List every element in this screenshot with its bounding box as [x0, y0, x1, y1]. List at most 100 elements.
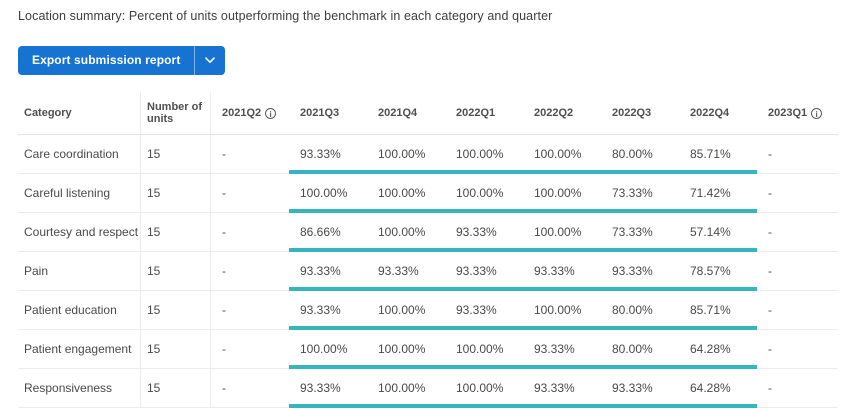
column-header-label: 2022Q1 — [456, 107, 496, 119]
export-button-group: Export submission report — [18, 46, 226, 75]
table-body: Care coordination 15-93.33% 100.00% 100.00%… — [18, 135, 838, 408]
value-cell-2022q3: 80.00% — [601, 291, 679, 330]
table-row-responsiveness: Responsiveness 15-93.33% 100.00% 100.00% 93.… — [18, 369, 838, 408]
value-cell-2021q2: - — [211, 174, 289, 213]
value-cell-2021q3: 93.33% — [289, 135, 367, 174]
value-cell-2021q2: - — [211, 252, 289, 291]
value-cell-2022q3: 73.33% — [601, 174, 679, 213]
value-cell-2021q2: - — [211, 291, 289, 330]
category-cell: Patient education — [18, 291, 141, 330]
value-cell-2022q2: 93.33% — [523, 369, 601, 408]
value-cell-2022q3: 80.00% — [601, 330, 679, 369]
units-cell: 15 — [141, 174, 211, 213]
value-cell-2021q3: 93.33% — [289, 252, 367, 291]
column-header-label: 2022Q3 — [612, 107, 652, 119]
value-cell-2022q2: 93.33% — [523, 252, 601, 291]
value-cell-2021q2: - — [211, 369, 289, 408]
value-cell-2021q4: 93.33% — [367, 252, 445, 291]
value-cell-2023q1: - — [757, 174, 838, 213]
info-icon[interactable]: i — [265, 108, 277, 119]
units-cell: 15 — [141, 252, 211, 291]
info-icon[interactable]: i — [811, 108, 823, 119]
units-cell: 15 — [141, 330, 211, 369]
value-cell-2022q4: 71.42% — [679, 174, 757, 213]
value-cell-2023q1: - — [757, 291, 838, 330]
value-cell-2021q4: 100.00% — [367, 369, 445, 408]
column-header-2022q3: 2022Q3 — [601, 92, 679, 135]
column-header-label: 2021Q2 — [222, 107, 262, 119]
column-header-2021q2: 2021Q2 i — [211, 92, 289, 135]
table-header-row: Category Number of units 2021Q2 i 2021Q3 2021… — [18, 92, 838, 135]
value-cell-2022q2: 100.00% — [523, 135, 601, 174]
units-cell: 15 — [141, 213, 211, 252]
value-cell-2021q4: 100.00% — [367, 135, 445, 174]
column-header-label: 2023Q1 — [768, 107, 808, 119]
category-cell: Responsiveness — [18, 369, 141, 408]
column-header-number-of-units: Number of units — [141, 92, 211, 135]
value-cell-2022q1: 100.00% — [445, 330, 523, 369]
category-cell: Pain — [18, 252, 141, 291]
value-cell-2022q4: 57.14% — [679, 213, 757, 252]
value-cell-2022q4: 64.28% — [679, 330, 757, 369]
column-header-label: Category — [24, 107, 72, 119]
value-cell-2022q4: 64.28% — [679, 369, 757, 408]
value-cell-2023q1: - — [757, 213, 838, 252]
value-cell-2022q2: 100.00% — [523, 174, 601, 213]
value-cell-2021q2: - — [211, 135, 289, 174]
value-cell-2023q1: - — [757, 330, 838, 369]
column-header-label: Number of units — [147, 101, 202, 125]
value-cell-2022q3: 93.33% — [601, 252, 679, 291]
chevron-down-icon — [205, 53, 216, 67]
units-cell: 15 — [141, 369, 211, 408]
value-cell-2021q3: 100.00% — [289, 174, 367, 213]
value-cell-2022q3: 80.00% — [601, 135, 679, 174]
column-header-label: 2022Q2 — [534, 107, 574, 119]
value-cell-2021q3: 93.33% — [289, 369, 367, 408]
export-dropdown-button[interactable] — [194, 46, 226, 75]
value-cell-2021q3: 86.66% — [289, 213, 367, 252]
value-cell-2021q2: - — [211, 213, 289, 252]
value-cell-2022q4: 85.71% — [679, 135, 757, 174]
page-title: Location summary: Percent of units outpe… — [18, 9, 553, 23]
value-cell-2022q2: 100.00% — [523, 213, 601, 252]
column-header-label: 2021Q3 — [300, 107, 340, 119]
table-row-courtesy-and-respect: Courtesy and respect 15-86.66% 100.00% 93.3… — [18, 213, 838, 252]
column-header-label: 2021Q4 — [378, 107, 418, 119]
column-header-2023q1: 2023Q1 i — [757, 92, 838, 135]
value-cell-2021q3: 100.00% — [289, 330, 367, 369]
value-cell-2022q2: 93.33% — [523, 330, 601, 369]
value-cell-2023q1: - — [757, 369, 838, 408]
export-submission-report-button[interactable]: Export submission report — [18, 46, 195, 75]
value-cell-2021q2: - — [211, 330, 289, 369]
value-cell-2021q4: 100.00% — [367, 330, 445, 369]
summary-table: Category Number of units 2021Q2 i 2021Q3 2021… — [18, 92, 838, 408]
value-cell-2022q4: 85.71% — [679, 291, 757, 330]
value-cell-2023q1: - — [757, 252, 838, 291]
table-row-pain: Pain 15-93.33% 93.33% 93.33% 93.33% 93.33% 78.… — [18, 252, 838, 291]
column-header-2021q4: 2021Q4 — [367, 92, 445, 135]
value-cell-2021q4: 100.00% — [367, 174, 445, 213]
value-cell-2022q1: 100.00% — [445, 174, 523, 213]
value-cell-2021q3: 93.33% — [289, 291, 367, 330]
table-row-patient-education: Patient education 15-93.33% 100.00% 93.33% 1… — [18, 291, 838, 330]
value-cell-2022q2: 100.00% — [523, 291, 601, 330]
value-cell-2022q1: 93.33% — [445, 291, 523, 330]
category-cell: Courtesy and respect — [18, 213, 141, 252]
category-cell: Care coordination — [18, 135, 141, 174]
value-cell-2023q1: - — [757, 135, 838, 174]
value-cell-2022q1: 93.33% — [445, 213, 523, 252]
value-cell-2022q3: 73.33% — [601, 213, 679, 252]
value-cell-2022q1: 93.33% — [445, 252, 523, 291]
table-row-careful-listening: Careful listening 15-100.00% 100.00% 100.00… — [18, 174, 838, 213]
table-row-patient-engagement: Patient engagement 15-100.00% 100.00% 100.0… — [18, 330, 838, 369]
value-cell-2022q4: 78.57% — [679, 252, 757, 291]
column-header-2021q3: 2021Q3 — [289, 92, 367, 135]
value-cell-2022q1: 100.00% — [445, 135, 523, 174]
column-header-2022q1: 2022Q1 — [445, 92, 523, 135]
table-row-care-coordination: Care coordination 15-93.33% 100.00% 100.00%… — [18, 135, 838, 174]
category-cell: Careful listening — [18, 174, 141, 213]
value-cell-2021q4: 100.00% — [367, 291, 445, 330]
column-header-2022q4: 2022Q4 — [679, 92, 757, 135]
column-header-label: 2022Q4 — [690, 107, 730, 119]
